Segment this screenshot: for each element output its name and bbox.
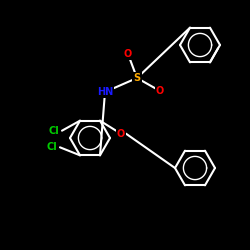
Text: O: O [124,49,132,59]
Text: Cl: Cl [48,126,59,136]
Text: S: S [134,73,140,83]
Text: Cl: Cl [46,142,58,152]
Text: O: O [117,129,125,139]
Text: HN: HN [97,87,113,97]
Text: O: O [156,86,164,96]
